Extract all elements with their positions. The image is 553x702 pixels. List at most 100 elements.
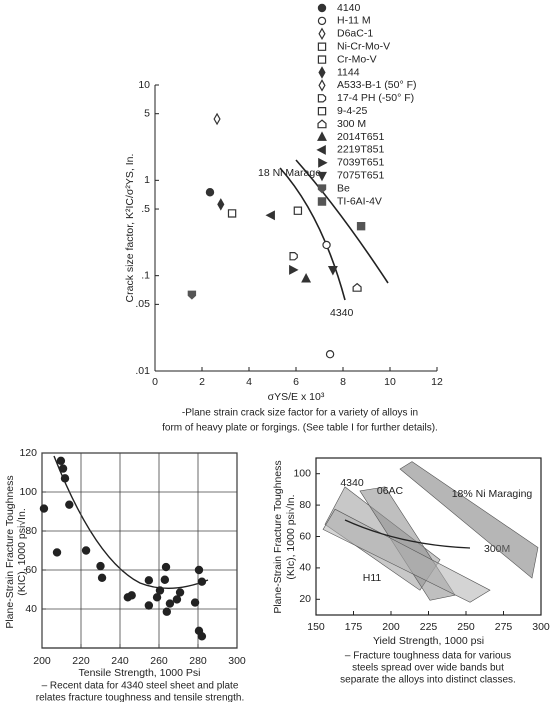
x-axis-label: σYS/E x 10³ (268, 391, 325, 403)
legend-marker (318, 157, 328, 168)
x-tick-label: 12 (431, 376, 443, 388)
marker (39, 504, 49, 513)
marker (65, 500, 74, 509)
legend-marker (317, 197, 327, 206)
marker (187, 290, 197, 300)
y-tick-label: 20 (299, 593, 311, 605)
y-axis-label: Plane-Strain Fracture Toughness (272, 460, 284, 613)
legend-label: Cr-Mo-V (337, 53, 377, 65)
legend-label: 300 M (337, 118, 366, 130)
band-label: 4340 (340, 477, 364, 489)
marker (52, 548, 62, 557)
x-tick-label: 0 (152, 376, 158, 388)
x-tick-label: 200 (382, 621, 400, 633)
y-axis-label: (KIc), 1000 psi√In. (285, 494, 297, 579)
x-axis-label: Tensile Strength, 1000 Psi (79, 667, 201, 679)
marker (58, 464, 68, 473)
y-tick-label: .01 (135, 365, 150, 377)
marker (194, 565, 204, 575)
y-tick-label: 80 (299, 499, 311, 511)
marker (144, 601, 154, 610)
legend-marker (317, 42, 327, 51)
legend-marker (317, 16, 327, 26)
caption: form of heavy plate or forgings. (See ta… (162, 423, 438, 434)
marker (205, 188, 215, 197)
y-tick-label: 100 (19, 486, 37, 498)
legend-label: H-11 M (337, 15, 371, 27)
marker (227, 209, 237, 218)
marker (213, 112, 221, 126)
trend-curve (295, 159, 389, 284)
legend-marker (318, 27, 326, 41)
y-tick-label: .1 (141, 269, 150, 281)
legend-marker (318, 79, 326, 92)
legend-label: 2219T851 (337, 144, 384, 156)
marker (162, 607, 171, 616)
x-tick-label: 150 (307, 621, 325, 633)
y-tick-label: .05 (135, 298, 150, 310)
legend-marker (317, 131, 327, 141)
trend-curve (53, 455, 209, 590)
marker (325, 350, 335, 359)
caption: – Fracture toughness data for various (345, 651, 511, 662)
y-tick-label: 100 (293, 467, 311, 479)
x-tick-label: 225 (420, 621, 438, 633)
y-tick-label: 80 (25, 525, 37, 537)
marker (172, 595, 182, 604)
legend-marker (316, 144, 326, 155)
x-tick-label: 6 (293, 376, 299, 388)
marker (175, 588, 185, 597)
legend-marker (317, 171, 327, 182)
marker (356, 222, 366, 231)
band (399, 461, 539, 579)
x-tick-label: 8 (340, 376, 346, 388)
legend-marker (317, 106, 327, 116)
x-tick-label: 250 (457, 621, 475, 633)
legend-label: 9-4-25 (337, 105, 368, 117)
band-label: 18% Ni Maraging (452, 488, 533, 500)
legend-label: 7039T651 (337, 157, 384, 169)
x-tick-label: 275 (495, 621, 513, 633)
legend-label: Be (337, 182, 350, 194)
x-tick-label: 2 (199, 376, 205, 388)
x-axis-label: Yield Strength, 1000 psi (373, 635, 484, 647)
marker (97, 573, 107, 583)
band (322, 508, 491, 603)
legend-marker (317, 184, 327, 194)
legend-label: Ni-Cr-Mo-V (337, 40, 390, 52)
trend-curve (279, 167, 346, 301)
marker (217, 198, 225, 211)
marker (352, 282, 362, 292)
y-tick-label: 60 (25, 564, 37, 576)
marker (60, 474, 70, 483)
y-axis-label: Crack size factor, K²IC/σ²YS, In. (124, 154, 136, 303)
y-axis-label: (KIC), 1000 psi√In. (16, 508, 28, 595)
legend-marker (317, 3, 327, 13)
legend-marker (317, 55, 327, 64)
legend-marker (317, 94, 327, 103)
marker (197, 632, 207, 641)
marker (197, 577, 207, 586)
caption: separate the alloys into distinct classe… (340, 675, 516, 686)
x-tick-label: 200 (33, 655, 51, 667)
marker (144, 576, 154, 585)
x-tick-label: 10 (384, 376, 396, 388)
marker (81, 546, 91, 555)
caption: steels spread over wide bands but (352, 663, 504, 674)
legend-label: A533-B-1 (50° F) (337, 79, 416, 91)
legend-label: 7075T651 (337, 169, 384, 181)
x-tick-label: 240 (111, 655, 129, 667)
legend-label: 1144 (337, 66, 360, 78)
marker (289, 264, 299, 275)
legend-marker (318, 66, 326, 79)
marker (293, 206, 303, 215)
marker (152, 593, 162, 602)
annotation: 18 Ni Marage (258, 167, 321, 179)
caption: relates fracture toughness and tensile s… (36, 693, 244, 702)
x-tick-label: 300 (532, 621, 550, 633)
x-tick-label: 220 (72, 655, 90, 667)
marker (289, 252, 298, 261)
y-tick-label: 40 (25, 603, 37, 615)
marker (56, 456, 66, 465)
